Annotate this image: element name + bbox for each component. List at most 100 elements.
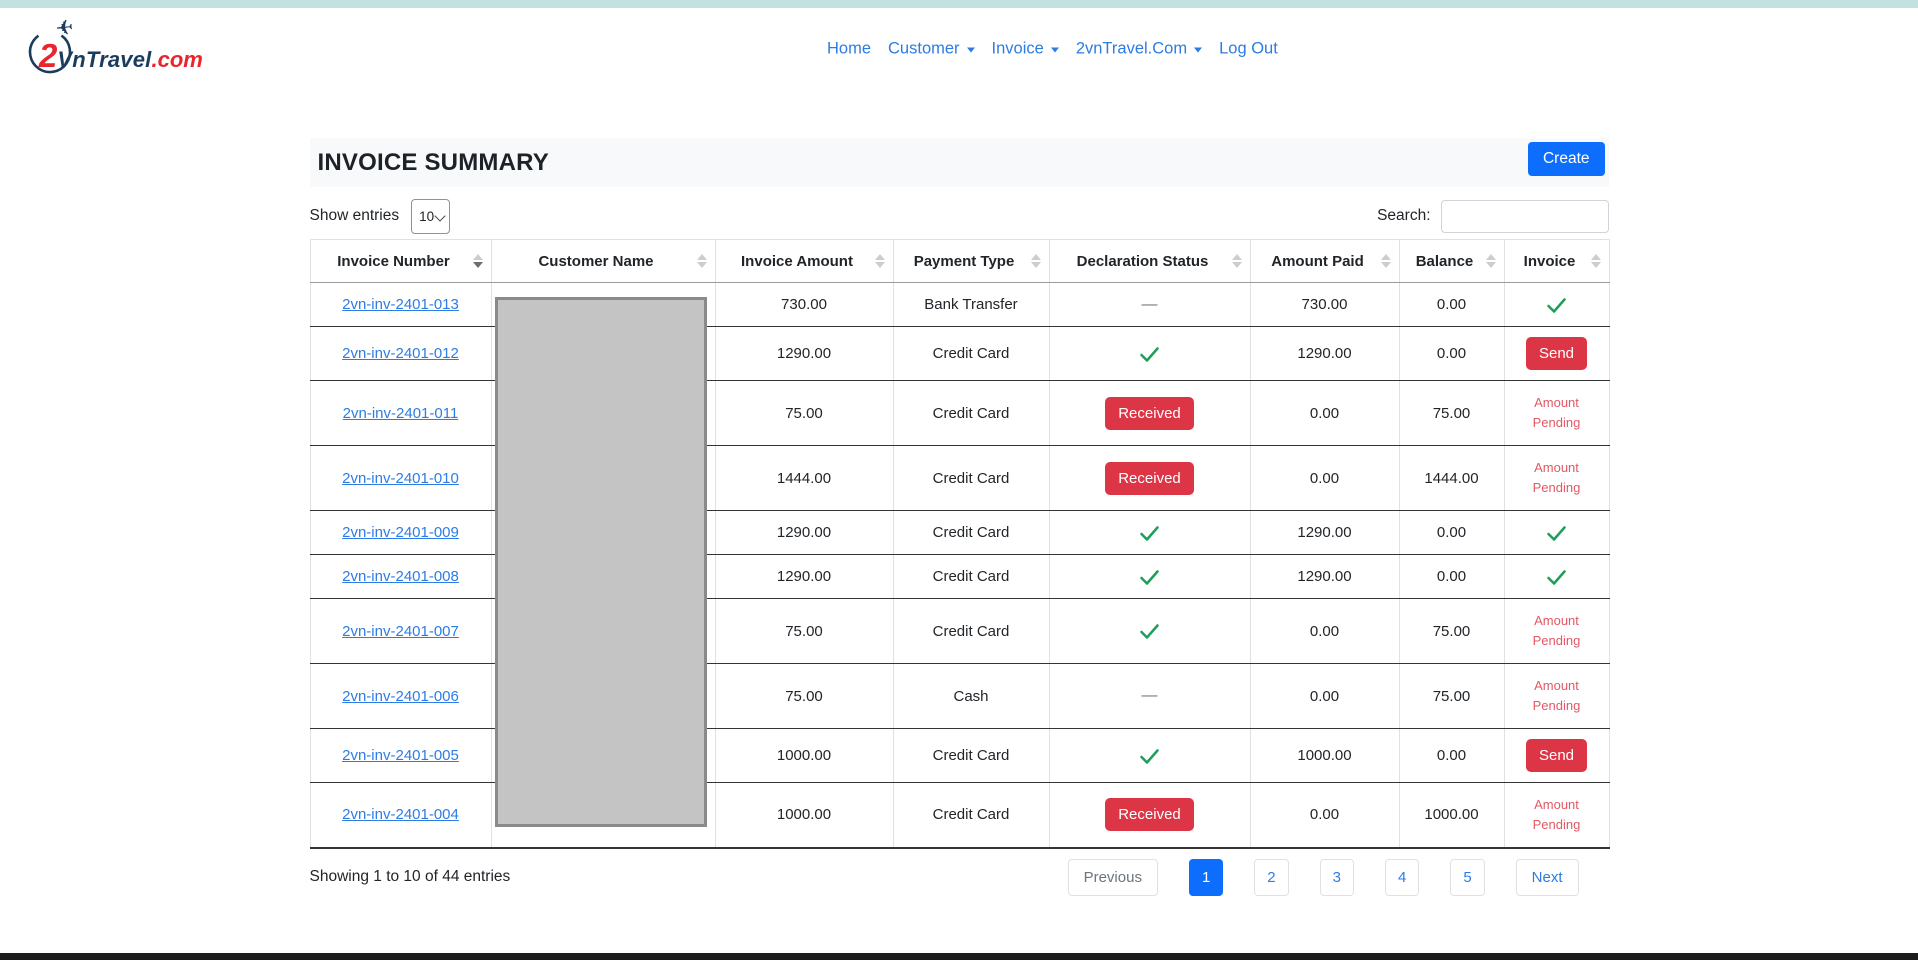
invoice-number-link[interactable]: 2vn-inv-2401-009	[342, 524, 459, 541]
invoice-number-link[interactable]: 2vn-inv-2401-006	[342, 688, 459, 705]
pagination-next[interactable]: Next	[1516, 859, 1579, 896]
invoice-status-cell: Amount Pending	[1504, 446, 1609, 511]
nav-2vntravel[interactable]: 2vnTravel.Com	[1076, 40, 1202, 59]
nav-home[interactable]: Home	[827, 40, 871, 59]
pagination-page-4[interactable]: 4	[1385, 859, 1419, 896]
nav-invoice[interactable]: Invoice	[992, 40, 1059, 59]
column-label: Invoice Number	[337, 253, 450, 270]
received-button[interactable]: Received	[1105, 397, 1194, 430]
invoice-number-cell: 2vn-inv-2401-005	[310, 729, 491, 783]
nav-customer[interactable]: Customer	[888, 40, 975, 59]
column-header-amount-paid[interactable]: Amount Paid	[1250, 240, 1399, 283]
received-button[interactable]: Received	[1105, 462, 1194, 495]
sort-icon	[1486, 254, 1496, 268]
pagination-previous[interactable]: Previous	[1068, 859, 1158, 896]
invoice-number-link[interactable]: 2vn-inv-2401-007	[342, 623, 459, 640]
check-icon	[1140, 570, 1159, 585]
check-icon	[1547, 570, 1566, 585]
dash-icon: —	[1142, 687, 1158, 704]
invoice-number-link[interactable]: 2vn-inv-2401-011	[343, 405, 459, 422]
balance-cell: 0.00	[1399, 555, 1504, 599]
payment-type-cell: Credit Card	[893, 783, 1049, 848]
declaration-status-cell	[1049, 327, 1250, 381]
caret-down-icon	[1194, 48, 1202, 53]
pagination-page-2[interactable]: 2	[1254, 859, 1288, 896]
balance-cell: 75.00	[1399, 599, 1504, 664]
invoice-status-cell: Amount Pending	[1504, 381, 1609, 446]
brand-logo[interactable]: ✈ 2VnTravel.com	[22, 16, 202, 78]
amount-pending-label: Amount Pending	[1525, 795, 1589, 835]
brand-suffix: .com	[152, 47, 203, 73]
column-header-invoice[interactable]: Invoice	[1504, 240, 1609, 283]
invoice-number-link[interactable]: 2vn-inv-2401-013	[342, 296, 459, 313]
column-header-balance[interactable]: Balance	[1399, 240, 1504, 283]
redaction-overlay	[495, 297, 707, 827]
invoice-amount-cell: 1290.00	[715, 555, 893, 599]
column-label: Customer Name	[538, 253, 653, 270]
column-header-invoice-amount[interactable]: Invoice Amount	[715, 240, 893, 283]
sort-icon	[1381, 254, 1391, 268]
column-header-customer-name[interactable]: Customer Name	[491, 240, 715, 283]
pagination-page-1[interactable]: 1	[1189, 859, 1223, 896]
pagination-page-5[interactable]: 5	[1450, 859, 1484, 896]
invoice-number-cell: 2vn-inv-2401-012	[310, 327, 491, 381]
sort-icon	[1232, 254, 1242, 268]
column-header-invoice-number[interactable]: Invoice Number	[310, 240, 491, 283]
amount-paid-cell: 730.00	[1250, 283, 1399, 327]
invoice-number-cell: 2vn-inv-2401-009	[310, 511, 491, 555]
received-button[interactable]: Received	[1105, 798, 1194, 831]
pagination-page-3[interactable]: 3	[1320, 859, 1354, 896]
column-label: Invoice	[1524, 253, 1576, 270]
column-label: Balance	[1416, 253, 1474, 270]
invoice-amount-cell: 75.00	[715, 599, 893, 664]
caret-down-icon	[1051, 48, 1059, 53]
send-button[interactable]: Send	[1526, 739, 1587, 772]
nav-logout[interactable]: Log Out	[1219, 40, 1278, 59]
sort-icon	[1031, 254, 1041, 268]
table-header-row: Invoice Number Customer Name Invoice Amoun…	[310, 240, 1609, 283]
main-nav: Home Customer Invoice 2vnTravel.Com Log …	[827, 40, 1278, 59]
show-entries-label: Show entries	[310, 207, 400, 225]
invoice-number-cell: 2vn-inv-2401-011	[310, 381, 491, 446]
invoice-amount-cell: 1000.00	[715, 729, 893, 783]
brand-digit: 2	[39, 37, 57, 75]
invoice-status-cell	[1504, 555, 1609, 599]
amount-paid-cell: 0.00	[1250, 783, 1399, 848]
invoice-number-link[interactable]: 2vn-inv-2401-008	[342, 568, 459, 585]
column-label: Invoice Amount	[741, 253, 853, 270]
invoice-number-cell: 2vn-inv-2401-007	[310, 599, 491, 664]
amount-paid-cell: 0.00	[1250, 664, 1399, 729]
amount-paid-cell: 1290.00	[1250, 511, 1399, 555]
invoice-amount-cell: 1290.00	[715, 327, 893, 381]
balance-cell: 0.00	[1399, 729, 1504, 783]
sort-icon	[697, 254, 707, 268]
invoice-number-cell: 2vn-inv-2401-010	[310, 446, 491, 511]
invoice-number-link[interactable]: 2vn-inv-2401-004	[342, 806, 459, 823]
invoice-amount-cell: 75.00	[715, 664, 893, 729]
create-button[interactable]: Create	[1528, 142, 1605, 176]
search-input[interactable]	[1441, 200, 1609, 233]
balance-cell: 1000.00	[1399, 783, 1504, 848]
payment-type-cell: Credit Card	[893, 599, 1049, 664]
amount-pending-label: Amount Pending	[1525, 458, 1589, 498]
invoice-number-link[interactable]: 2vn-inv-2401-005	[342, 747, 459, 764]
invoice-number-link[interactable]: 2vn-inv-2401-010	[342, 470, 459, 487]
page-size-select[interactable]: 10	[411, 199, 450, 234]
page: ✈ 2VnTravel.com Home Customer Invoice 2v…	[0, 0, 1918, 960]
amount-pending-label: Amount Pending	[1525, 611, 1589, 651]
brand-name: VnTravel	[57, 47, 151, 73]
table-footer: Showing 1 to 10 of 44 entries Previous12…	[310, 859, 1609, 896]
send-button[interactable]: Send	[1526, 337, 1587, 370]
column-header-declaration-status[interactable]: Declaration Status	[1049, 240, 1250, 283]
page-header: INVOICE SUMMARY Create	[310, 138, 1609, 187]
amount-paid-cell: 1290.00	[1250, 555, 1399, 599]
invoice-number-link[interactable]: 2vn-inv-2401-012	[342, 345, 459, 362]
pagination: Previous 12345 Next	[1068, 859, 1579, 896]
invoice-status-cell: Amount Pending	[1504, 664, 1609, 729]
balance-cell: 0.00	[1399, 511, 1504, 555]
payment-type-cell: Credit Card	[893, 446, 1049, 511]
show-entries-control: Show entries 10	[310, 199, 451, 234]
invoice-amount-cell: 75.00	[715, 381, 893, 446]
payment-type-cell: Credit Card	[893, 555, 1049, 599]
column-header-payment-type[interactable]: Payment Type	[893, 240, 1049, 283]
